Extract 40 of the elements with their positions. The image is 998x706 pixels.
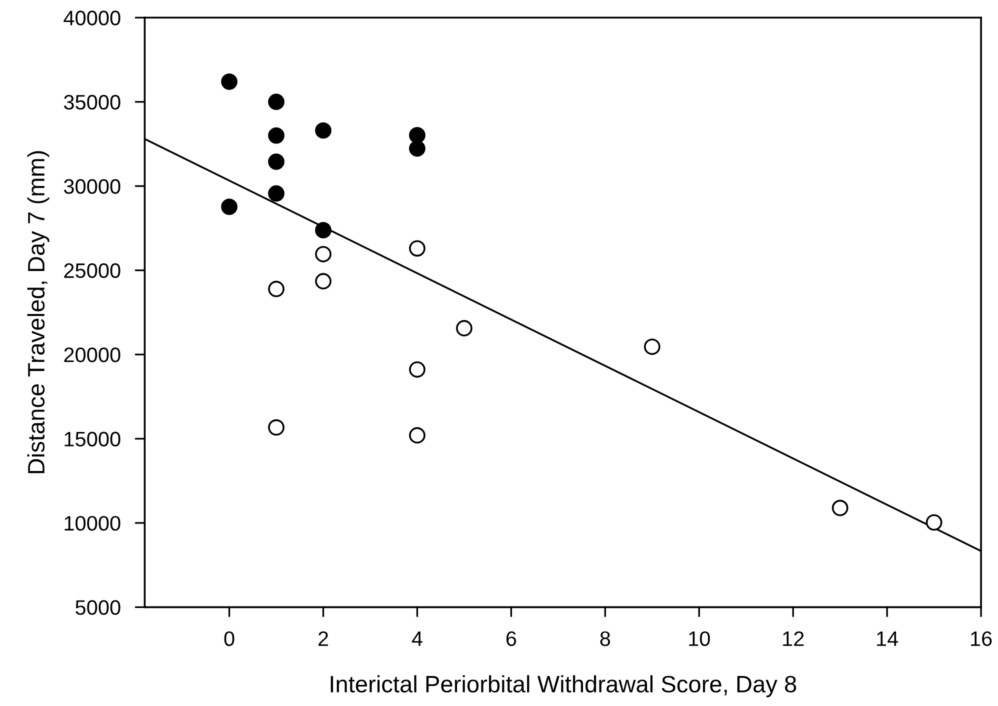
point: [315, 222, 332, 238]
point: [832, 500, 848, 516]
y-tick-label: 15000: [64, 432, 120, 446]
y-tick-label: 20000: [64, 348, 120, 362]
x-tick-label: 2: [318, 631, 328, 646]
point: [221, 198, 238, 215]
point: [268, 280, 284, 298]
x-tick-label: 6: [506, 631, 516, 646]
y-tick-label: 30000: [64, 179, 120, 194]
point: [315, 122, 332, 139]
point: [268, 94, 284, 110]
point: [644, 338, 660, 355]
point: [268, 127, 284, 144]
y-tick-label: 25000: [64, 263, 120, 278]
x-tick-label: 0: [224, 631, 234, 646]
point: [268, 419, 284, 436]
point: [315, 246, 332, 262]
x-axis-title: Interictal Periorbital Withdrawal Score, Day 8: [330, 675, 796, 698]
x-tick-label: 12: [783, 631, 804, 646]
x-tick-label: 10: [689, 631, 710, 646]
point: [409, 361, 426, 378]
point: [268, 185, 284, 202]
x-tick-label: 14: [877, 632, 898, 646]
point: [409, 427, 426, 444]
point: [268, 153, 284, 170]
point: [456, 320, 472, 336]
point: [315, 273, 332, 290]
y-axis-title: Distance Traveled, Day 7 (mm): [27, 151, 50, 474]
y-tick-label: 40000: [64, 10, 120, 26]
y-tick-label: 10000: [64, 516, 120, 531]
x-tick-label: 4: [412, 632, 422, 646]
point: [409, 140, 426, 157]
x-tick-label: 8: [600, 631, 610, 646]
point: [409, 240, 426, 257]
point: [926, 514, 942, 531]
point: [409, 127, 426, 144]
y-tick-label: 5000: [76, 600, 120, 615]
x-tick-label: 16: [971, 631, 992, 646]
y-tick-label: 35000: [64, 94, 120, 110]
point: [221, 73, 238, 90]
